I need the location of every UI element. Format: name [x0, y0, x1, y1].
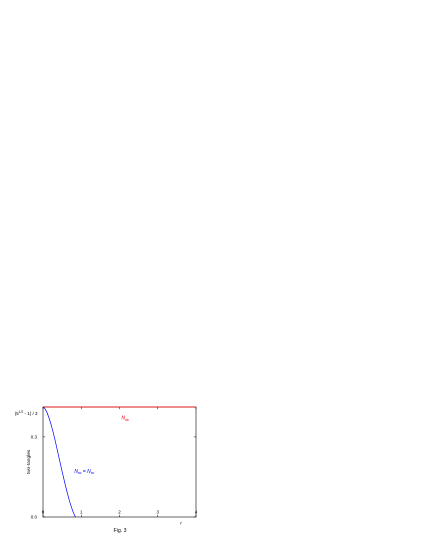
x-axis-title: r [180, 521, 182, 527]
axis-tick-labels: 0 1 2 3 4 0.0 0.3 [31, 435, 198, 520]
series-line-1 [42, 406, 76, 518]
annotation-n-ab: Nab [121, 416, 128, 422]
y-axis-title: two-tangles [26, 449, 32, 474]
series-layer [42, 406, 196, 518]
annotation-n-ac-bc: Nac = Nbc [74, 469, 94, 475]
y-tick-label-0: 0.0 [31, 515, 38, 520]
x-tick-label-4: 4 [195, 509, 198, 514]
y-top-label: (51/2 - 1) / 3 [15, 410, 38, 416]
y-tick-label-1: 0.3 [31, 435, 38, 440]
x-tick-label-2: 2 [118, 509, 121, 514]
x-tick-label-0: 0 [42, 509, 45, 514]
figure-caption: Fig. 3 [114, 528, 127, 534]
x-tick-label-3: 3 [156, 509, 159, 514]
axis-ticks [42, 406, 197, 518]
x-tick-label-1: 1 [80, 509, 83, 514]
plot-frame [42, 406, 197, 518]
